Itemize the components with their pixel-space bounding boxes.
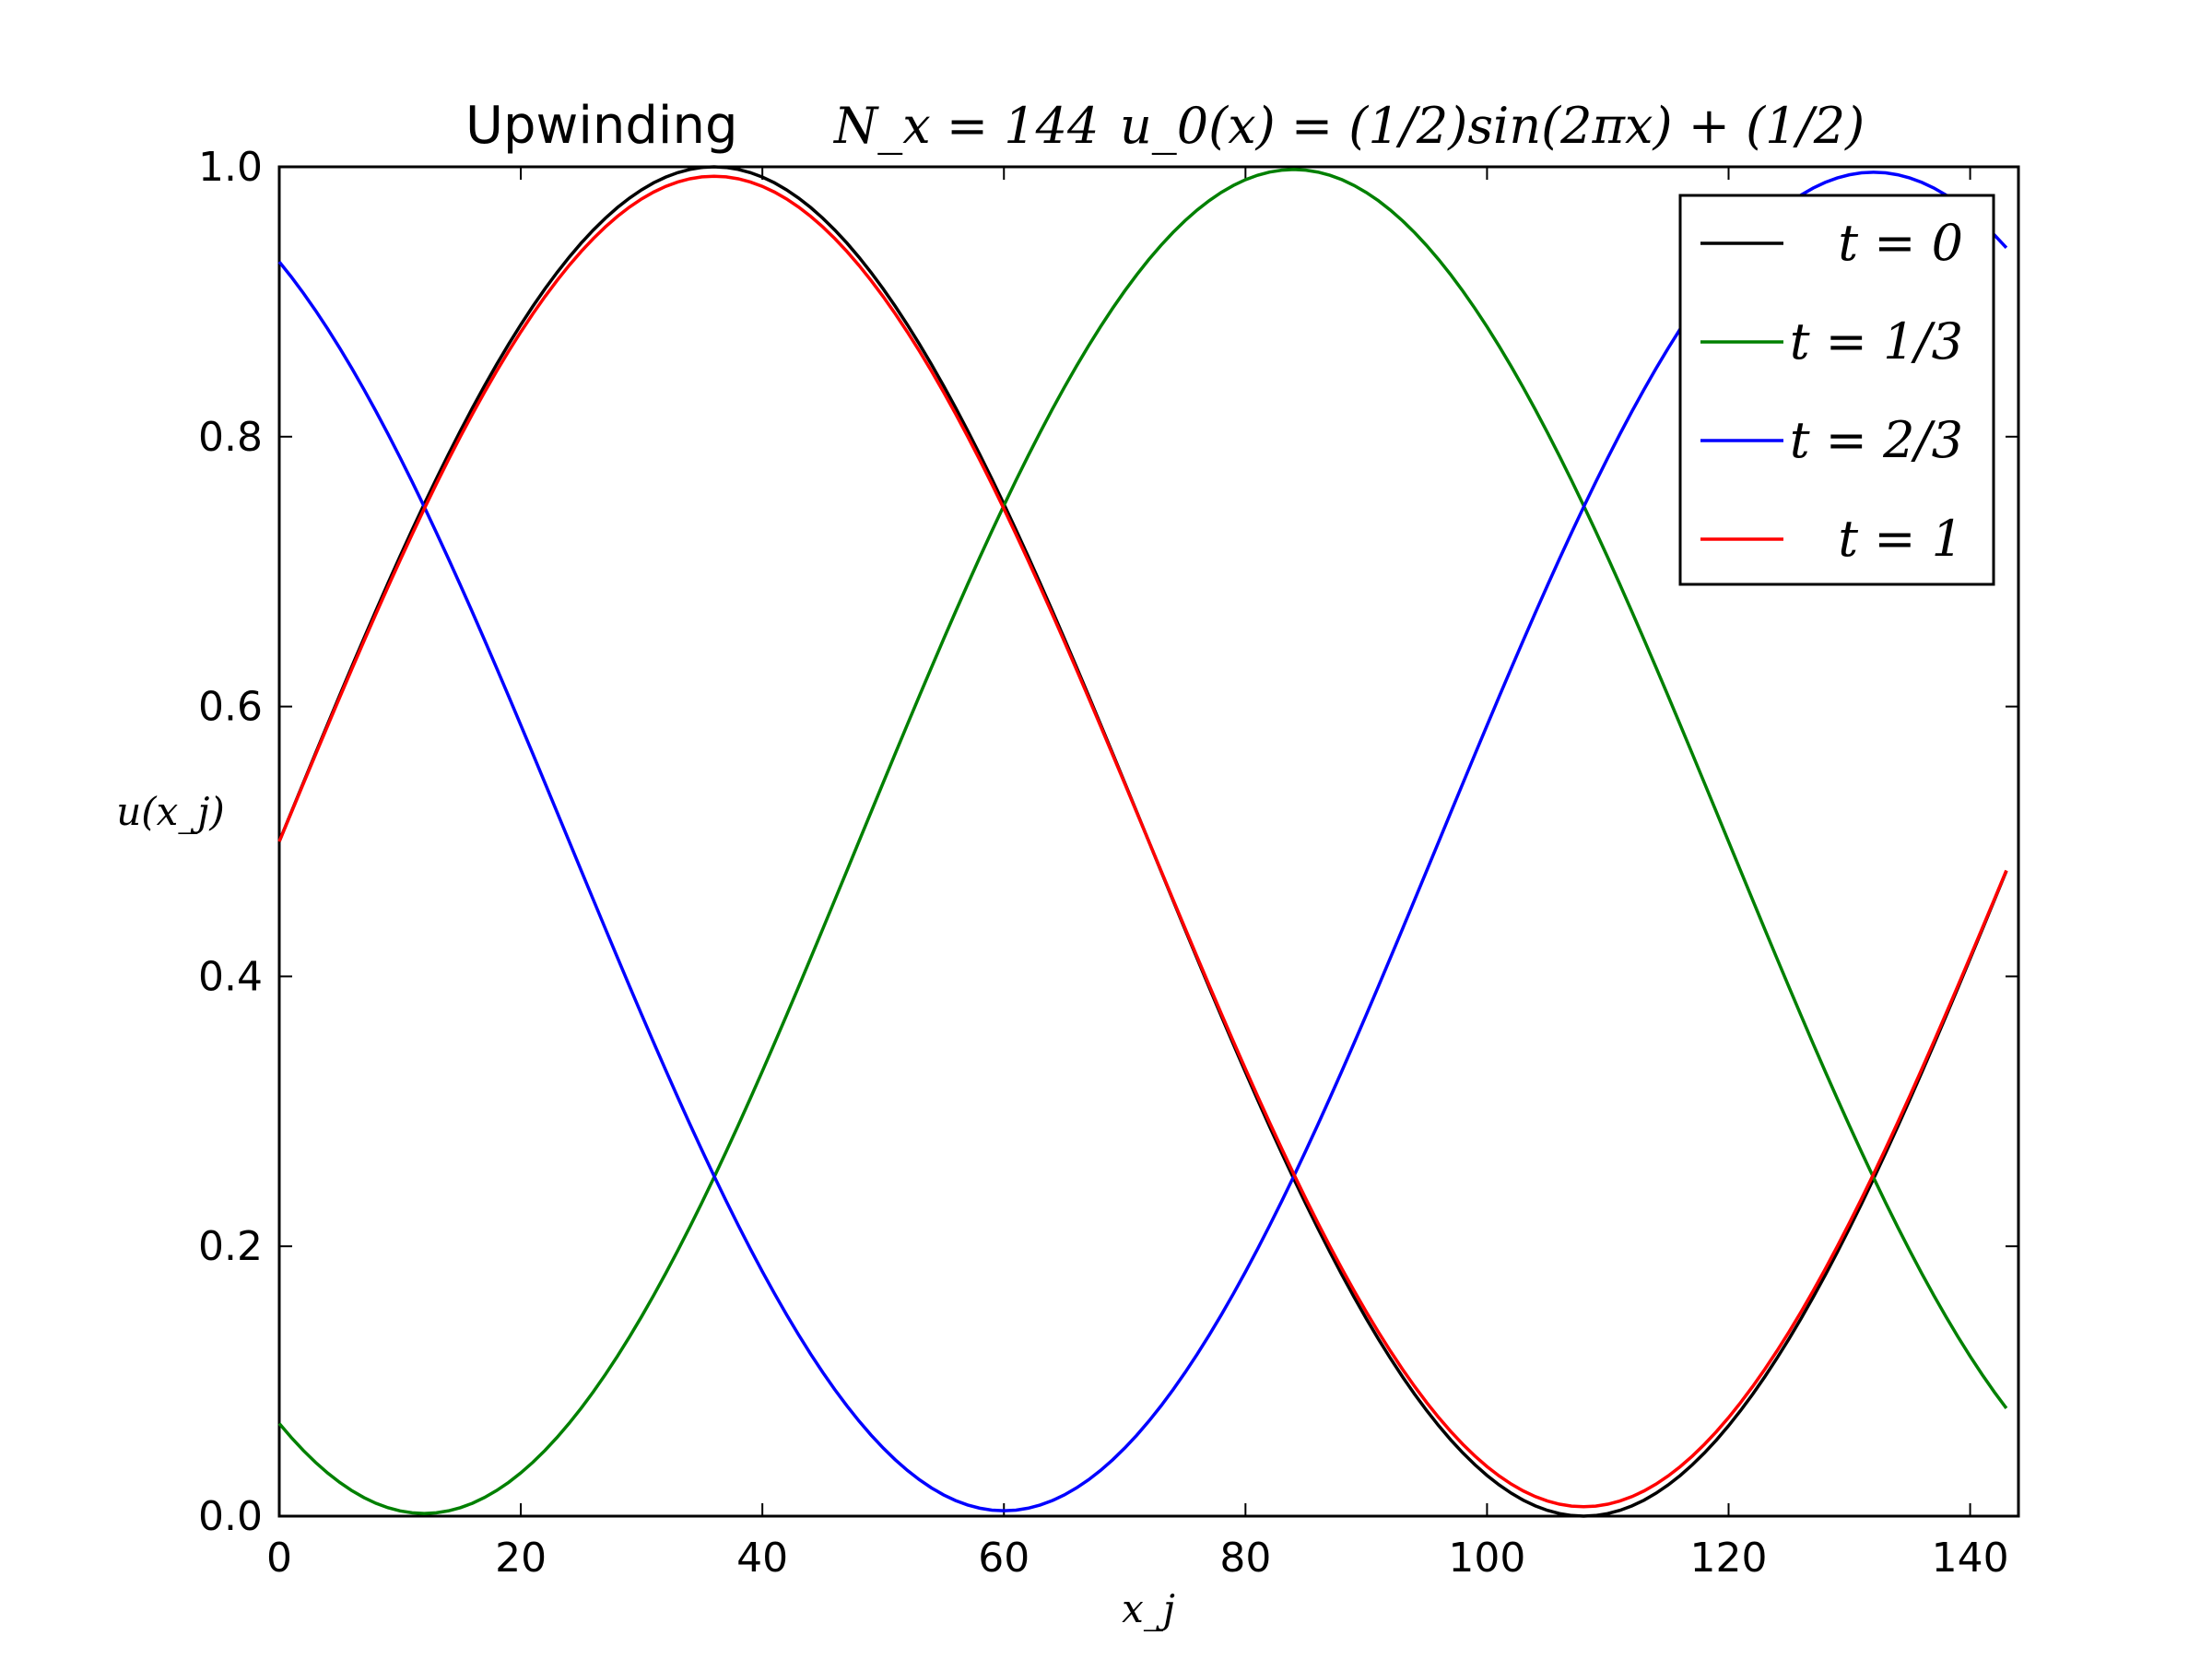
- legend-label-2: t = 2/3: [1790, 411, 1963, 469]
- axis-tick-labels: 0 20 40 60 80 100 120 140 0.0 0.2 0.4 0.6 0.8 1.0: [198, 144, 2009, 1582]
- series-lines: [277, 165, 2008, 1518]
- x-tick-label: 100: [1448, 1535, 1525, 1582]
- x-tick-label: 80: [1219, 1535, 1271, 1582]
- title-method: Upwinding: [465, 96, 738, 156]
- y-tick-label: 0.6: [198, 684, 263, 731]
- y-tick-label: 0.4: [198, 953, 263, 1000]
- x-axis-label: x_j: [1122, 1586, 1175, 1631]
- series-line-1: [277, 168, 2008, 1515]
- x-tick-label: 60: [978, 1535, 1030, 1582]
- axis-ticks: [278, 166, 2018, 1517]
- legend-box: [1678, 194, 1995, 586]
- legend: t = 0 t = 1/3 t = 2/3 t = 1: [1678, 194, 1995, 586]
- x-tick-label: 140: [1932, 1535, 2009, 1582]
- y-tick-label: 1.0: [198, 144, 263, 191]
- y-tick-label: 0.0: [198, 1493, 263, 1540]
- legend-label-1: t = 1/3: [1790, 312, 1963, 371]
- x-tick-label: 40: [736, 1535, 788, 1582]
- y-tick-label: 0.8: [198, 414, 263, 461]
- legend-label-3: t = 1: [1838, 510, 1963, 568]
- legend-label-0: t = 0: [1838, 214, 1963, 272]
- title-initial-condition: u_0(x) = (1/2)sin(2πx) + (1/2): [1120, 97, 1865, 155]
- y-axis-label: u(x_j): [116, 789, 225, 834]
- x-tick-label: 120: [1690, 1535, 1768, 1582]
- title-grid-size: N_x = 144: [832, 97, 1099, 155]
- series-line-3: [277, 174, 2008, 1509]
- x-tick-label: 20: [495, 1535, 547, 1582]
- chart-title: Upwinding N_x = 144 u_0(x) = (1/2)sin(2π…: [465, 96, 1865, 156]
- y-tick-label: 0.2: [198, 1223, 263, 1270]
- x-tick-label: 0: [266, 1535, 292, 1582]
